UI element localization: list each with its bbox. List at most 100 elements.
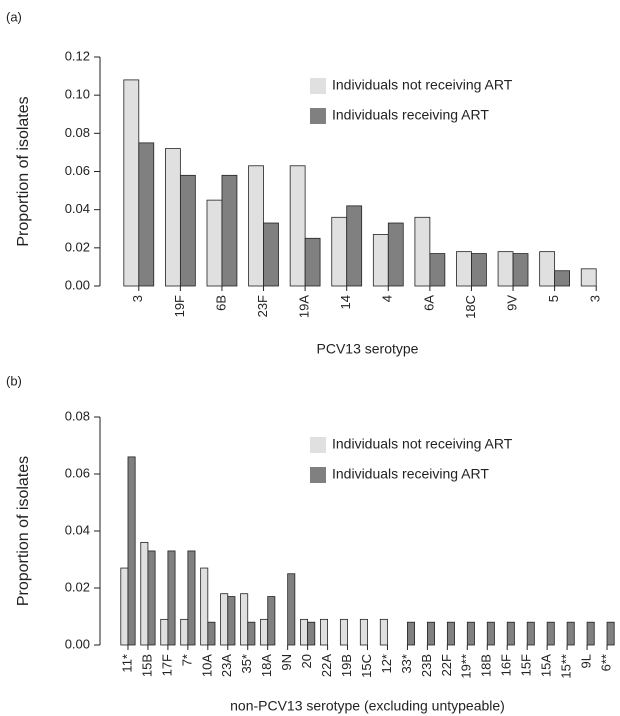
x-tick-label: 5 <box>546 295 561 302</box>
bar <box>359 618 368 646</box>
bar <box>387 222 404 287</box>
bar <box>407 621 416 646</box>
bar <box>207 621 216 646</box>
bar <box>606 621 615 646</box>
x-tick-label: 19** <box>459 654 474 679</box>
x-tick-label: 15C <box>359 654 374 678</box>
legend-swatch <box>310 108 326 124</box>
x-tick-label: 20 <box>299 654 314 668</box>
bar <box>506 621 515 646</box>
x-tick-label: 18A <box>259 654 274 677</box>
bar <box>260 618 269 646</box>
bar <box>127 456 136 646</box>
bar <box>566 621 575 646</box>
bar <box>167 550 176 646</box>
bar <box>486 621 495 646</box>
bar <box>319 618 328 646</box>
x-tick-label: 22A <box>319 654 334 677</box>
legend-swatch <box>310 437 326 453</box>
x-tick-label: 15** <box>559 654 574 679</box>
x-tick-label: 6B <box>213 295 228 311</box>
x-tick-label: 18B <box>479 654 494 677</box>
legend-swatch <box>310 78 326 94</box>
bar <box>539 251 556 287</box>
x-tick-label: 23F <box>255 295 270 317</box>
x-tick-label: 35* <box>239 654 254 674</box>
bar <box>346 205 363 287</box>
panel-label: (a) <box>6 9 22 24</box>
bar <box>331 216 348 287</box>
bar <box>263 222 279 287</box>
bar <box>248 165 264 287</box>
x-tick-label: 9N <box>279 654 294 671</box>
bar <box>339 618 348 646</box>
bar <box>140 542 149 646</box>
bar <box>471 253 487 287</box>
bar <box>586 621 595 646</box>
x-tick-label: 3 <box>588 295 603 302</box>
x-tick-label: 6A <box>421 295 436 311</box>
bar <box>179 174 196 287</box>
x-tick-label: 16F <box>499 654 514 676</box>
x-tick-label: 15A <box>539 654 554 677</box>
x-axis-title: non-PCV13 serotype (excluding untypeable… <box>230 698 505 714</box>
x-tick-label: 17F <box>159 654 174 676</box>
y-tick-label: 0.00 <box>65 277 90 292</box>
x-tick-label: 9V <box>504 295 519 311</box>
bar <box>165 148 181 287</box>
y-tick-label: 0.02 <box>65 239 90 254</box>
y-tick-label: 0.12 <box>65 48 90 63</box>
y-tick-label: 0.02 <box>65 579 90 594</box>
bar <box>300 618 309 646</box>
y-tick-label: 0.10 <box>65 87 90 102</box>
bar <box>546 621 555 646</box>
y-axis-title: Proportion of isolates <box>15 456 32 606</box>
legend-label: Individuals not receiving ART <box>332 77 513 93</box>
bar <box>456 251 472 287</box>
bar <box>180 618 189 646</box>
x-tick-label: 18C <box>463 295 478 319</box>
bar <box>497 251 514 287</box>
bar <box>512 253 529 287</box>
y-tick-label: 0.04 <box>65 201 90 216</box>
x-tick-label: 10A <box>199 654 214 677</box>
bar <box>200 567 209 646</box>
y-tick-label: 0.06 <box>65 163 90 178</box>
bar <box>240 593 249 646</box>
x-tick-label: 23B <box>419 654 434 677</box>
legend-label: Individuals receiving ART <box>332 466 489 482</box>
x-tick-label: 9L <box>578 654 593 668</box>
legend-label: Individuals not receiving ART <box>332 436 513 452</box>
bar <box>160 618 169 646</box>
y-tick-label: 0.06 <box>65 465 90 480</box>
x-tick-label: 15B <box>139 654 154 677</box>
bar <box>267 596 276 646</box>
bar <box>227 596 236 646</box>
bar <box>426 621 435 646</box>
bar <box>221 174 238 287</box>
x-tick-label: 4 <box>380 295 395 302</box>
x-tick-label: 14 <box>338 295 353 309</box>
bar <box>187 550 196 646</box>
x-axis-title: PCV13 serotype <box>317 341 419 357</box>
bar <box>247 621 256 646</box>
bar <box>307 621 316 646</box>
x-tick-label: 6** <box>598 654 613 671</box>
legend-label: Individuals receiving ART <box>332 107 489 123</box>
bar <box>289 165 306 287</box>
bar <box>379 618 388 646</box>
bar <box>554 270 570 287</box>
x-tick-label: 11* <box>119 654 134 673</box>
x-tick-label: 12* <box>379 654 394 674</box>
bar <box>220 593 229 646</box>
x-tick-label: 3 <box>130 295 145 302</box>
y-axis-title: Proportion of isolates <box>15 96 32 246</box>
bar <box>147 550 156 646</box>
x-tick-label: 15F <box>519 654 534 676</box>
y-tick-label: 0.08 <box>65 408 90 423</box>
y-tick-label: 0.00 <box>65 636 90 651</box>
x-tick-label: 33* <box>399 654 414 674</box>
bar <box>372 234 389 287</box>
bar <box>287 573 296 646</box>
